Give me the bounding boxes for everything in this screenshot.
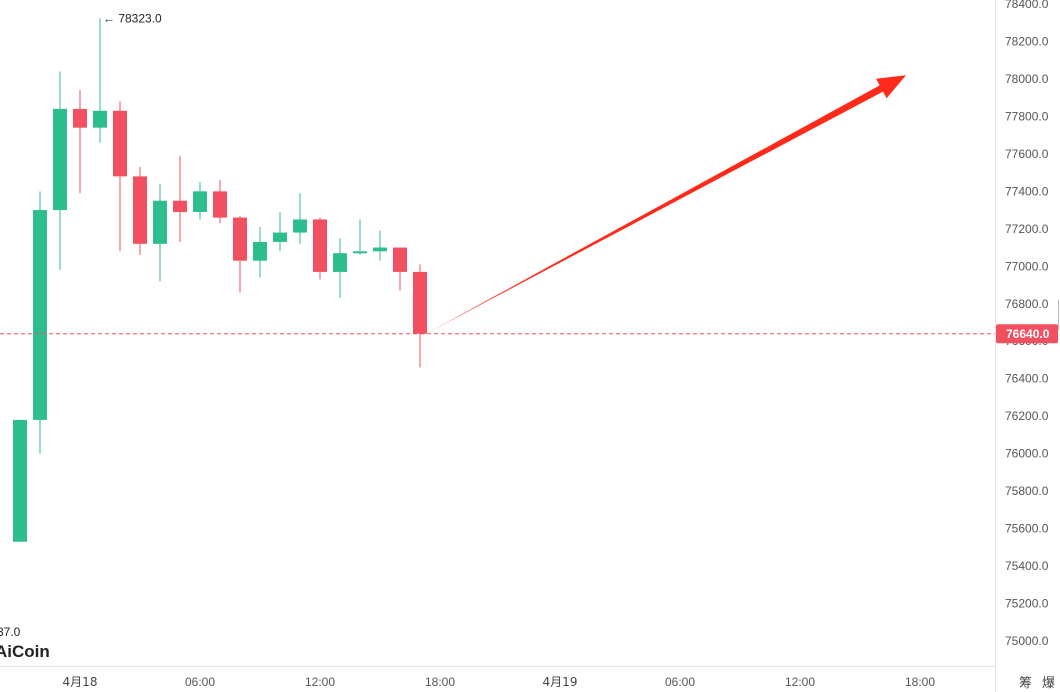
y-tick-label: 77400.0 <box>1005 184 1049 198</box>
candle-body <box>173 200 187 212</box>
y-tick-label: 78000.0 <box>1005 72 1049 86</box>
y-tick-label: 75000.0 <box>1005 634 1049 648</box>
trend-arrow-shape <box>426 75 906 334</box>
candle-down[interactable] <box>133 166 147 256</box>
candle-body <box>193 191 207 212</box>
x-tick-label: 06:00 <box>185 675 215 689</box>
y-tick-label: 76800.0 <box>1005 297 1049 311</box>
y-axis-ticks: 78400.0 78200.0 78000.0 77800.0 77600.0 77400… <box>1005 0 1049 648</box>
x-tick-label: 18:00 <box>905 675 935 689</box>
y-tick-label: 77200.0 <box>1005 222 1049 236</box>
corner-label-liquidation[interactable]: 爆 <box>1042 676 1055 691</box>
candle-up[interactable] <box>153 183 167 282</box>
candle-body <box>133 176 147 244</box>
candle-down[interactable] <box>413 264 427 368</box>
y-tick-label: 76200.0 <box>1005 409 1049 423</box>
candle-up[interactable] <box>353 219 367 256</box>
y-tick-label: 77800.0 <box>1005 109 1049 123</box>
candle-body <box>233 217 247 261</box>
candle-body <box>113 110 127 177</box>
candle-up[interactable] <box>53 71 67 271</box>
candle-body <box>53 108 67 211</box>
last-price-badge: 76640.0 <box>996 324 1058 344</box>
last-price-label: 76640.0 <box>1006 327 1050 341</box>
candle-body <box>353 251 367 254</box>
x-tick-label: 12:00 <box>305 675 335 689</box>
candle-body <box>253 241 267 261</box>
candle-down[interactable] <box>233 215 247 293</box>
candle-up[interactable] <box>253 226 267 278</box>
y-tick-label: 78200.0 <box>1005 34 1049 48</box>
y-tick-label: 77600.0 <box>1005 147 1049 161</box>
aicoin-logo: AiCoin <box>0 642 50 661</box>
candle-down[interactable] <box>173 155 187 242</box>
candle-up[interactable] <box>93 18 107 143</box>
y-tick-label: 76000.0 <box>1005 447 1049 461</box>
y-tick-label: 77000.0 <box>1005 259 1049 273</box>
candle-body <box>413 271 427 334</box>
y-tick-label: 75600.0 <box>1005 522 1049 536</box>
y-tick-label: 75800.0 <box>1005 484 1049 498</box>
candle-down[interactable] <box>73 90 87 194</box>
candle-up[interactable] <box>293 193 307 244</box>
candle-down[interactable] <box>213 180 227 224</box>
candle-body <box>73 108 87 128</box>
x-tick-label: 06:00 <box>665 675 695 689</box>
candle-up[interactable] <box>333 238 347 299</box>
candle-body <box>33 210 47 420</box>
candle-body <box>213 191 227 218</box>
x-tick-label: 4月19 <box>543 675 578 689</box>
candle-body <box>13 419 27 542</box>
candles <box>13 18 427 542</box>
y-tick-label: 76400.0 <box>1005 372 1049 386</box>
x-axis-ticks: 4月18 06:00 12:00 18:00 4月19 06:00 12:00 18:00 <box>63 675 936 689</box>
trend-arrow[interactable] <box>426 75 906 334</box>
x-tick-label: 4月18 <box>63 675 98 689</box>
candle-down[interactable] <box>113 101 127 252</box>
high-price-annotation: ← 78323.0 <box>103 11 162 25</box>
candle-body <box>293 219 307 233</box>
candle-down[interactable] <box>313 217 327 280</box>
candle-body <box>93 110 107 128</box>
y-tick-label: 78400.0 <box>1005 0 1049 11</box>
candle-up[interactable] <box>273 211 287 252</box>
low-price-annotation: 37.0 <box>0 625 21 639</box>
candle-body <box>373 247 387 252</box>
candle-up[interactable] <box>33 191 47 454</box>
candle-body <box>153 200 167 244</box>
candle-up[interactable] <box>373 230 387 261</box>
y-tick-label: 75400.0 <box>1005 559 1049 573</box>
x-tick-label: 12:00 <box>785 675 815 689</box>
candle-up[interactable] <box>193 181 207 220</box>
corner-label-chip[interactable]: 筹 <box>1019 675 1032 691</box>
x-tick-label: 18:00 <box>425 675 455 689</box>
candle-up[interactable] <box>13 419 27 542</box>
y-tick-label: 75200.0 <box>1005 597 1049 611</box>
candle-body <box>313 219 327 272</box>
candle-body <box>273 232 287 242</box>
candle-down[interactable] <box>393 247 407 291</box>
candle-body <box>393 247 407 272</box>
candle-body <box>333 253 347 272</box>
